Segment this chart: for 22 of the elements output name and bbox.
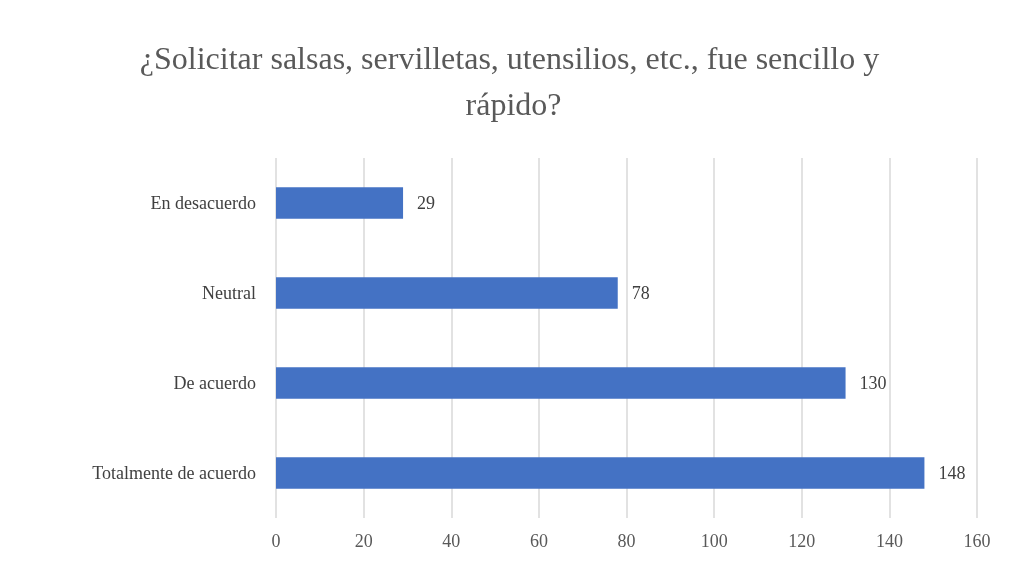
bar [276,187,404,219]
data-label: 148 [938,463,966,483]
y-tick-label: En desacuerdo [150,193,256,213]
x-tick-label: 80 [617,531,636,551]
x-tick-label: 20 [354,531,373,551]
x-tick-label: 120 [788,531,816,551]
data-label: 130 [859,373,887,393]
bar [276,367,846,399]
y-tick-label: Neutral [202,283,256,303]
chart-title: ¿Solicitar salsas, servilletas, utensilios, etc., fue sencillo y rápido? [139,40,880,122]
data-label: 78 [631,283,650,303]
x-tick-label: 160 [963,531,991,551]
y-tick-label: De acuerdo [173,373,256,393]
x-tick-label: 60 [529,531,548,551]
bar [276,277,618,309]
y-tick-label: Totalmente de acuerdo [92,463,256,483]
x-tick-label: 140 [875,531,903,551]
data-label: 29 [417,193,436,213]
bar [276,457,925,489]
x-tick-label: 40 [442,531,461,551]
x-tick-label: 0 [271,531,281,551]
x-tick-label: 100 [700,531,728,551]
